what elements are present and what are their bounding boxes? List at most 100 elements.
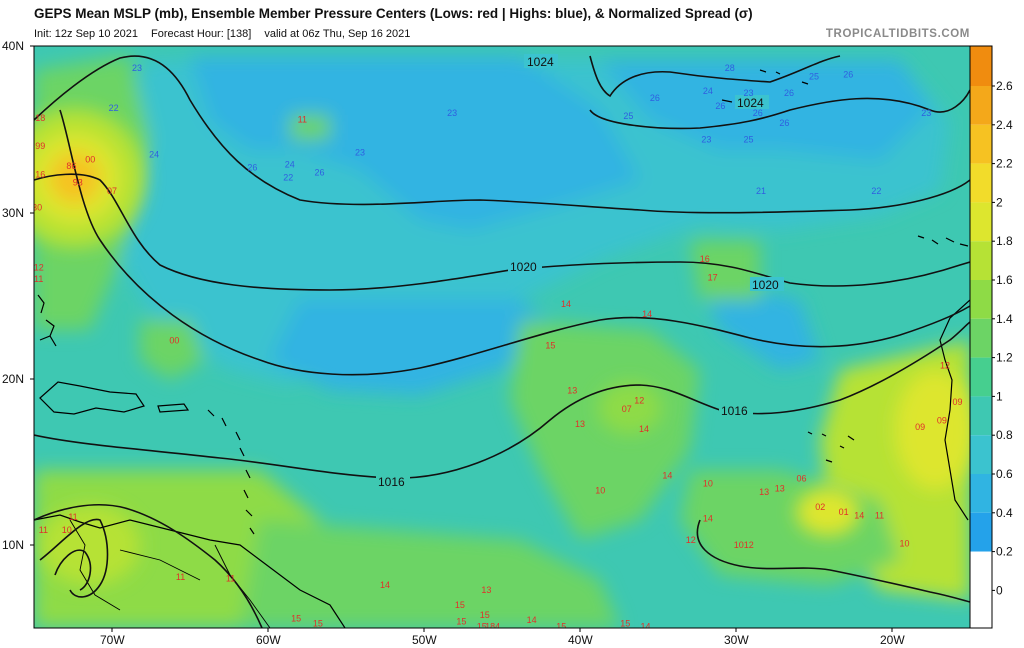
low-center-label: 00 [85, 154, 95, 164]
low-center-label: 15 [620, 618, 630, 628]
spread-north-green-patch [690, 240, 760, 300]
low-center-label: 13 [775, 484, 785, 494]
low-center-label: 13 [759, 487, 769, 497]
isobar-label-1016-east: 1016 [721, 404, 748, 418]
colorbar-tick-label: 1.4 [996, 312, 1013, 326]
colorbar-tick-label: 1.8 [996, 234, 1013, 248]
spread-lowest-region-east [600, 60, 930, 160]
coastlines [34, 69, 970, 628]
low-center-label: 16 [700, 254, 710, 264]
chart-subtitle: Init: 12z Sep 10 2021 Forecast Hour: [13… [34, 28, 420, 40]
low-center-label: 11 [176, 572, 185, 582]
high-center-label: 26 [779, 118, 789, 128]
longitude-axis: 70W 60W 50W 40W 30W 20W [100, 628, 905, 647]
coast-canary [917, 235, 969, 247]
isobar-1020-south [59, 109, 970, 376]
high-center-label: 26 [784, 88, 794, 98]
latitude-axis: 40N 30N 20N 10N [2, 39, 34, 552]
brand-watermark: TROPICALTIDBITS.COM [825, 28, 970, 40]
high-center-label: 26 [715, 101, 725, 111]
isobar-label-1020-south: 1020 [752, 278, 779, 292]
low-center-label: 09 [952, 397, 962, 407]
isobar-1020-north [34, 173, 970, 291]
isobar-southwest-1 [34, 503, 263, 628]
low-center-label: 16 [35, 169, 45, 179]
low-center-label: 17 [708, 273, 718, 283]
low-center-label: 07 [107, 186, 117, 196]
spread-small-patch-north [290, 115, 330, 140]
isobar-southwest-3 [54, 549, 92, 591]
low-center-label: 11 [39, 525, 48, 535]
high-center-label: 26 [753, 108, 763, 118]
high-center-label: 22 [871, 186, 881, 196]
isobar-label-1024-east: 1024 [737, 96, 764, 110]
colorbar-legend: 2.6 2.4 2.2 2 1.8 1.6 1.4 1.2 1 0.8 0.6 0.4 0.2 0 [969, 45, 1013, 629]
low-center-label: 12 [634, 396, 644, 406]
colorbar-swatch [970, 474, 992, 513]
low-center-label: 18 [35, 113, 45, 123]
high-center-label: 28 [725, 63, 735, 73]
coast-hispaniola [39, 381, 145, 415]
spread-small-patch [140, 320, 205, 380]
lat-label-20n: 20N [2, 372, 24, 386]
low-center-label: 15 [455, 600, 465, 610]
low-center-label: 15 [556, 622, 566, 632]
low-center-label: 12 [34, 263, 44, 273]
colorbar-tick-label: 2.6 [996, 79, 1013, 93]
isobar-labels: 1024 1024 1020 1020 1016 1016 [376, 54, 784, 489]
spread-east-low-band [700, 280, 820, 370]
low-center-label: 15 [291, 613, 301, 623]
low-center-label: 14 [662, 470, 672, 480]
low-center-label: 13 [481, 585, 491, 595]
low-center-label: 14 [642, 309, 652, 319]
colorbar-swatch [970, 46, 992, 86]
coast-south-america [34, 514, 346, 628]
spread-low-band [270, 300, 560, 395]
colorbar-swatch [970, 280, 992, 319]
colorbar-tick-label: 1 [996, 389, 1003, 403]
low-center-label: 13 [567, 386, 577, 396]
high-center-label: 22 [283, 173, 293, 183]
spread-south-green-mid [240, 520, 620, 628]
lat-label-10n: 10N [2, 538, 24, 552]
lon-label-30w: 30W [724, 633, 749, 647]
low-center-label: 09 [915, 422, 925, 432]
colorbar-tick-label: 0 [996, 583, 1003, 597]
low-center-label: 14 [561, 299, 571, 309]
high-center-label: 23 [447, 108, 457, 118]
forecast-hour: Forecast Hour: [138] [151, 28, 252, 40]
low-center-label: 00 [169, 336, 179, 346]
low-center-label: 86 [66, 161, 76, 171]
coast-azores [721, 69, 809, 103]
isobar-1016-east [696, 519, 970, 603]
coast-africa [939, 299, 970, 521]
low-center-label: 15 [456, 617, 466, 627]
init-time: Init: 12z Sep 10 2021 [34, 28, 138, 40]
low-center-label: 99 [35, 141, 45, 151]
colorbar-tick-label: 1.2 [996, 351, 1013, 365]
low-center-label: 15 [545, 341, 555, 351]
colorbar-tick-label: 2 [996, 195, 1003, 209]
isobar-1024-west [34, 55, 970, 214]
low-center-label: 14 [640, 622, 650, 632]
high-center-label: 23 [701, 134, 711, 144]
high-center-label: 24 [149, 149, 159, 159]
low-center-label: 15 [313, 618, 323, 628]
lon-label-50w: 50W [412, 633, 437, 647]
low-center-label: 93 [73, 178, 83, 188]
lon-label-20w: 20W [880, 633, 905, 647]
high-center-label: 25 [623, 111, 633, 121]
colorbar-tick-label: 0.4 [996, 506, 1013, 520]
low-center-label: 10 [595, 485, 605, 495]
low-center-label: 14 [703, 514, 713, 524]
isobar-label-1020-north: 1020 [510, 260, 537, 274]
colorbar-swatch [970, 512, 992, 552]
low-center-label: 14 [527, 615, 537, 625]
high-center-label: 25 [743, 134, 753, 144]
high-center-label: 23 [743, 88, 753, 98]
high-center-label: 22 [109, 103, 119, 113]
colorbar-swatch [970, 86, 992, 125]
colorbar-tick-label: 2.4 [996, 118, 1013, 132]
low-center-label: 184 [485, 622, 500, 632]
